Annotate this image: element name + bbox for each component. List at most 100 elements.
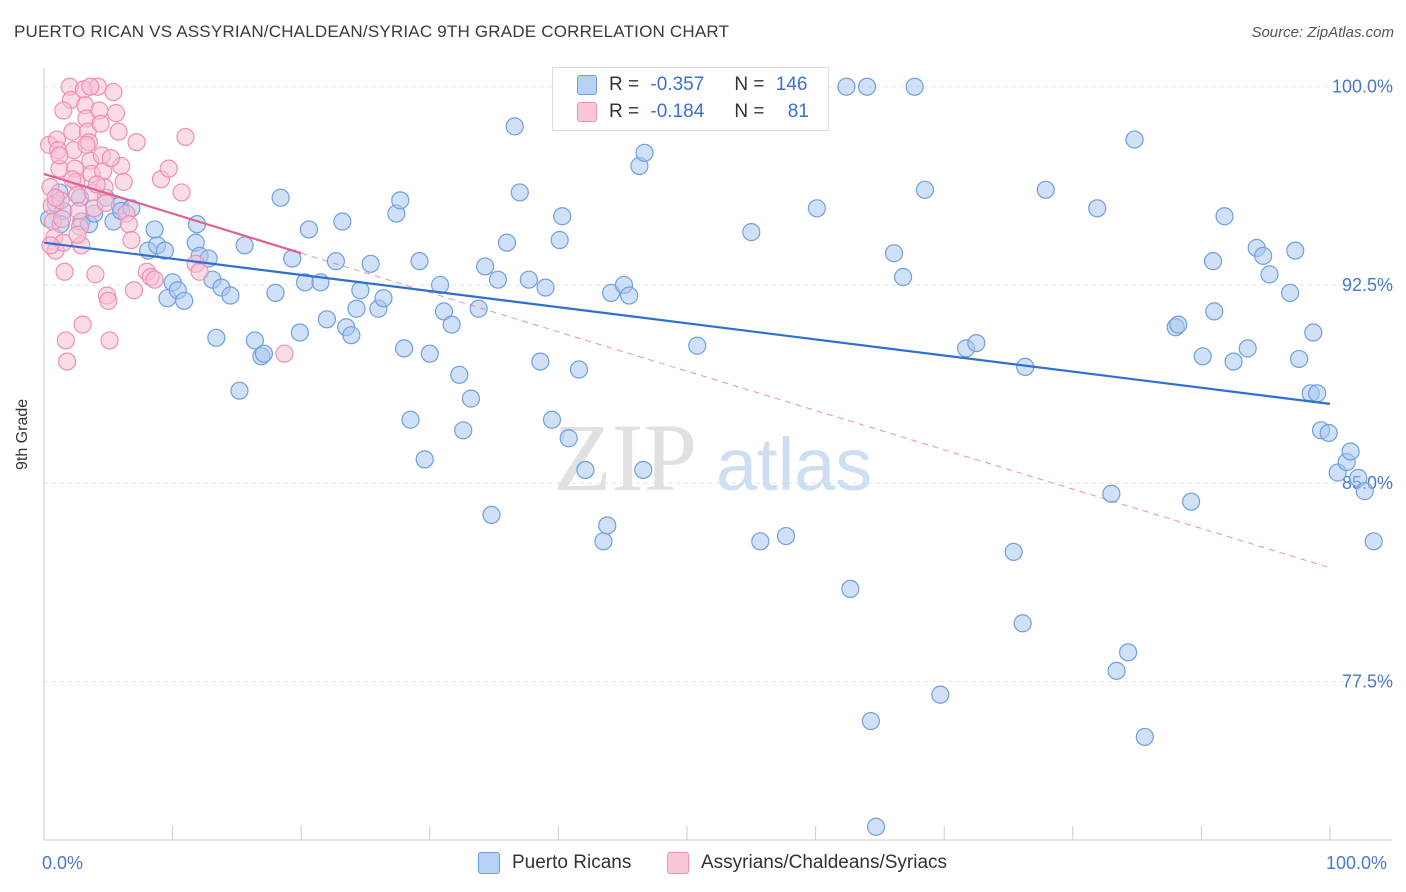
x-tick-label-min: 0.0% xyxy=(42,853,84,873)
data-point xyxy=(119,215,138,234)
data-point xyxy=(505,117,524,136)
data-point xyxy=(91,114,110,133)
data-point xyxy=(635,143,654,162)
legend-swatch-blue xyxy=(577,74,597,95)
data-point xyxy=(450,365,469,384)
data-point xyxy=(1118,643,1138,662)
data-point xyxy=(620,286,639,305)
data-point xyxy=(1224,352,1243,371)
data-point xyxy=(56,331,75,350)
data-point xyxy=(275,344,294,363)
legend-r-label: R = xyxy=(609,74,640,95)
data-point xyxy=(442,315,461,334)
data-point xyxy=(127,133,146,152)
trend-line-0 xyxy=(43,241,1331,405)
data-point xyxy=(333,212,352,231)
data-point xyxy=(1260,265,1279,284)
gridlines xyxy=(44,86,1392,682)
data-point xyxy=(1182,492,1201,511)
trend-line-1 xyxy=(43,172,302,255)
data-point xyxy=(1036,180,1055,199)
trend-lines xyxy=(43,172,1331,569)
axes xyxy=(43,68,1392,841)
data-point xyxy=(99,291,118,310)
data-point xyxy=(55,262,74,281)
y-tick-labels: 100.0%92.5%85.0%77.5% xyxy=(1332,77,1393,692)
legend-n-label: N = xyxy=(734,101,765,122)
legend-swatch-pink xyxy=(577,101,597,122)
data-point xyxy=(1102,484,1121,503)
data-point xyxy=(106,104,126,123)
data-point xyxy=(374,289,393,308)
data-point xyxy=(931,685,950,704)
data-point xyxy=(342,326,361,345)
data-point xyxy=(1238,339,1257,358)
data-point xyxy=(594,532,613,551)
data-point xyxy=(751,532,770,551)
data-point xyxy=(475,257,495,276)
data-point xyxy=(1203,252,1223,271)
data-point xyxy=(550,230,569,250)
data-point xyxy=(54,101,73,120)
data-point xyxy=(454,421,473,440)
data-point xyxy=(1013,614,1032,633)
data-point xyxy=(884,244,904,263)
bottom-legend-puerto-ricans: Puerto Ricans xyxy=(478,852,631,874)
data-point xyxy=(101,148,120,168)
data-point xyxy=(221,286,240,305)
trend-line-extension xyxy=(301,252,1331,569)
data-point xyxy=(176,127,195,147)
legend-r-value: -0.184 xyxy=(650,101,705,122)
data-point xyxy=(190,262,209,281)
data-point xyxy=(68,225,87,244)
data-point xyxy=(905,77,924,96)
data-point xyxy=(482,505,501,524)
data-point xyxy=(391,191,410,210)
data-point xyxy=(915,180,935,199)
data-point xyxy=(531,352,550,371)
data-point xyxy=(1290,349,1309,369)
chart-source: Source: ZipAtlas.com xyxy=(1251,24,1394,41)
data-point xyxy=(569,360,589,379)
data-point xyxy=(100,331,119,350)
data-point xyxy=(235,236,254,255)
data-point xyxy=(254,344,274,363)
legend-r-label: R = xyxy=(609,101,640,122)
data-point xyxy=(967,333,986,353)
data-point xyxy=(96,193,115,213)
data-point xyxy=(347,299,366,318)
data-point xyxy=(837,77,856,96)
data-point xyxy=(68,185,87,205)
data-point xyxy=(207,328,226,347)
data-point xyxy=(1125,130,1144,149)
data-point xyxy=(145,220,164,239)
data-point xyxy=(461,389,481,408)
bottom-legend-swatch-pink xyxy=(667,852,689,874)
data-point xyxy=(497,233,517,252)
data-point xyxy=(841,579,860,599)
data-point xyxy=(81,77,100,96)
data-point xyxy=(857,77,877,96)
data-point xyxy=(1107,661,1126,680)
data-point xyxy=(488,270,508,289)
x-tick-label-max: 100.0% xyxy=(1326,853,1388,873)
y-tick-label: 100.0% xyxy=(1332,77,1393,97)
data-point xyxy=(52,209,72,228)
data-point xyxy=(361,254,380,273)
data-point xyxy=(469,299,488,318)
data-point xyxy=(598,516,617,535)
data-point xyxy=(46,188,65,207)
watermark-atlas: atlas xyxy=(716,423,872,506)
data-point xyxy=(326,252,346,271)
data-point xyxy=(394,339,414,358)
data-point xyxy=(1319,423,1338,443)
data-point xyxy=(77,135,96,154)
stats-legend: R = -0.357 N = 146 R = -0.184 N = 81 xyxy=(552,67,829,131)
data-point xyxy=(1215,207,1234,226)
data-point xyxy=(266,283,285,302)
data-point xyxy=(542,410,562,429)
legend-n-value: 146 xyxy=(775,74,808,95)
legend-row-assyrians: R = -0.184 N = 81 xyxy=(577,101,809,125)
data-point xyxy=(1254,246,1273,265)
bottom-legend-swatch-blue xyxy=(478,852,500,874)
